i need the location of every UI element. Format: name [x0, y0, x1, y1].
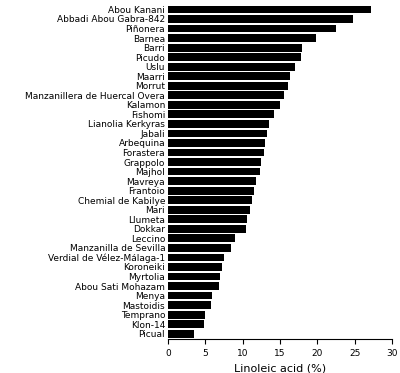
Bar: [168, 53, 301, 61]
Bar: [168, 168, 260, 175]
Bar: [168, 25, 336, 32]
Bar: [168, 82, 288, 90]
Bar: [168, 273, 220, 280]
Bar: [168, 129, 266, 137]
Bar: [168, 320, 204, 328]
Bar: [168, 282, 219, 290]
Bar: [168, 148, 264, 156]
Bar: [168, 120, 269, 128]
Bar: [168, 34, 316, 42]
Bar: [168, 254, 224, 261]
Bar: [168, 263, 222, 271]
Bar: [168, 101, 280, 109]
Bar: [168, 244, 232, 252]
Bar: [168, 206, 250, 214]
Bar: [168, 139, 265, 147]
Bar: [168, 72, 290, 80]
Bar: [168, 234, 235, 242]
Bar: [168, 292, 212, 300]
Bar: [168, 215, 247, 223]
Bar: [168, 311, 205, 319]
Bar: [168, 177, 256, 185]
Bar: [168, 330, 194, 338]
X-axis label: Linoleic acid (%): Linoleic acid (%): [234, 364, 326, 373]
Bar: [168, 187, 254, 195]
Bar: [168, 225, 246, 233]
Bar: [168, 301, 210, 309]
Bar: [168, 63, 295, 70]
Bar: [168, 110, 274, 118]
Bar: [168, 15, 353, 23]
Bar: [168, 91, 284, 99]
Bar: [168, 44, 302, 51]
Bar: [168, 196, 252, 204]
Bar: [168, 6, 371, 13]
Bar: [168, 158, 261, 166]
